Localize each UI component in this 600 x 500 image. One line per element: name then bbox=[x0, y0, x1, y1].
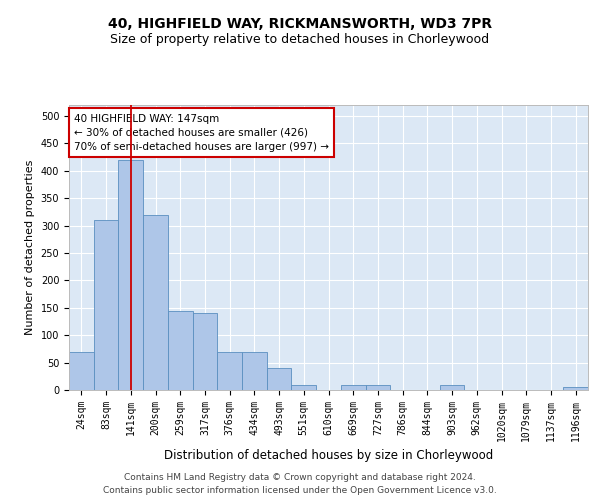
Y-axis label: Number of detached properties: Number of detached properties bbox=[25, 160, 35, 335]
Text: Contains public sector information licensed under the Open Government Licence v3: Contains public sector information licen… bbox=[103, 486, 497, 495]
Text: 40 HIGHFIELD WAY: 147sqm
← 30% of detached houses are smaller (426)
70% of semi-: 40 HIGHFIELD WAY: 147sqm ← 30% of detach… bbox=[74, 114, 329, 152]
Bar bbox=[267, 368, 292, 390]
Bar bbox=[242, 352, 267, 390]
Bar bbox=[341, 384, 365, 390]
Bar bbox=[118, 160, 143, 390]
Bar bbox=[193, 314, 217, 390]
Bar bbox=[69, 352, 94, 390]
Bar bbox=[292, 384, 316, 390]
Bar bbox=[168, 310, 193, 390]
Bar bbox=[440, 384, 464, 390]
Bar bbox=[94, 220, 118, 390]
Bar bbox=[143, 214, 168, 390]
Text: 40, HIGHFIELD WAY, RICKMANSWORTH, WD3 7PR: 40, HIGHFIELD WAY, RICKMANSWORTH, WD3 7P… bbox=[108, 18, 492, 32]
Bar bbox=[365, 384, 390, 390]
Bar bbox=[217, 352, 242, 390]
Text: Size of property relative to detached houses in Chorleywood: Size of property relative to detached ho… bbox=[110, 32, 490, 46]
X-axis label: Distribution of detached houses by size in Chorleywood: Distribution of detached houses by size … bbox=[164, 449, 493, 462]
Text: Contains HM Land Registry data © Crown copyright and database right 2024.: Contains HM Land Registry data © Crown c… bbox=[124, 472, 476, 482]
Bar bbox=[563, 388, 588, 390]
